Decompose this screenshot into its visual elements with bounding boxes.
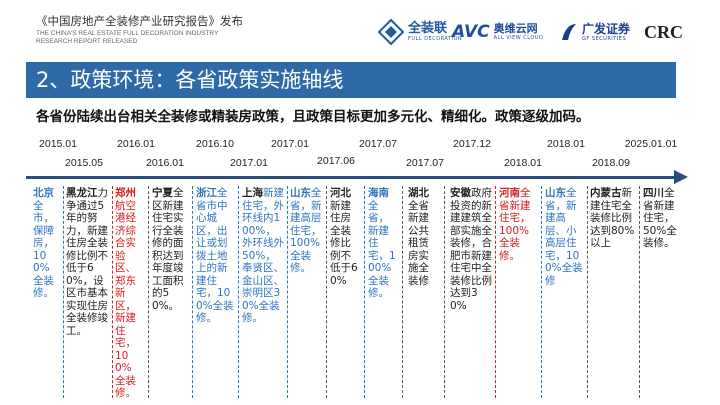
policy-text: 全省，新建高层住宅，100%全装修。: [290, 187, 322, 274]
report-title: 《中国房地产全装修产业研究报告》发布: [36, 14, 243, 28]
province-name: 湖北: [408, 187, 429, 199]
policy-text: 全省，新建住宅，100%全装修。: [368, 199, 396, 300]
column-divider: [402, 186, 404, 398]
policy-hubei: 湖北全省新建公共租赁房实施全装修: [408, 187, 438, 287]
policy-zhengzhou: 郑州航空港经济综合实验区、郑东新区，新建住宅，100%全装修。: [115, 187, 142, 400]
policy-ningxia: 宁夏全区新建住宅实行全装修的面积达到年度竣工面积的50%。: [152, 187, 188, 312]
column-divider: [148, 186, 150, 398]
policy-sichuan: 四川全省新建住宅，50%全装修。: [643, 187, 677, 250]
date-top: 2025.01.01: [624, 138, 678, 150]
logo-quanzhuanglian-small: FULL DECORATION: [408, 36, 463, 42]
logo-crc: CRC: [644, 18, 683, 46]
column-divider: [541, 186, 543, 398]
column-divider: [587, 186, 589, 398]
column-divider: [326, 186, 328, 398]
policy-text: 全市，保障房，100%全装修。: [33, 199, 54, 300]
policy-henan: 河南全省新建住宅，100%全装修。: [499, 187, 537, 262]
logo-avc-name: 奥维云网: [493, 22, 538, 35]
date-top: 2016.01: [117, 138, 155, 150]
date-top: 2018.01: [547, 138, 585, 150]
date-top: 2015.01: [39, 138, 77, 150]
quanzhuanglian-emblem-icon: [378, 19, 404, 45]
column-divider: [63, 186, 65, 398]
report-subtitle-line2: RESEARCH REPORT RELEASED: [36, 38, 138, 45]
province-name: 山东: [545, 187, 566, 199]
province-name: 郑州: [115, 187, 136, 199]
province-name: 黑龙江: [66, 187, 98, 199]
date-bottom: 2018.01: [504, 157, 542, 169]
province-name: 北京: [33, 187, 54, 199]
province-name: 河南: [499, 187, 520, 199]
column-divider: [444, 186, 446, 398]
date-bottom: 2017.06: [317, 155, 355, 167]
logo-avc-small: ALL VIEW CLOUD: [493, 35, 544, 41]
logo-gf-securities: 广发证券 GF SECURITIES: [560, 18, 630, 46]
column-divider: [238, 186, 240, 398]
policy-text: 力争通过5年的努力，新建住房全装修比例不低于60%，设区市基本实现住房全装修竣工…: [66, 187, 108, 337]
province-name: 河北: [330, 187, 351, 199]
logo-avc: AVC 奥维云网 ALL VIEW CLOUD: [452, 18, 543, 46]
policy-text: 全区新建住宅实行全装修的面积达到年度竣工面积的50%。: [152, 187, 184, 312]
logo-crc-name: CRC: [644, 21, 683, 42]
logo-gf-small: GF SECURITIES: [582, 35, 627, 42]
policy-beijing: 北京全市，保障房，100%全装修。: [33, 187, 60, 300]
section-title: 2、政策环境：各省政策实施轴线: [36, 68, 344, 92]
policy-text: 全省，新建高层、小高层住宅，100%全装修: [545, 187, 583, 287]
report-subtitle-line1: THE CHINA'S REAL ESTATE FULL DECORATION …: [36, 30, 219, 37]
logo-gf-name: 广发证券: [582, 21, 631, 36]
policy-shandong-2017: 山东全省，新建高层住宅，100%全装修。: [290, 187, 326, 275]
province-name: 浙江: [196, 187, 217, 199]
date-bottom: 2017.01: [230, 157, 268, 169]
policy-hebei: 河北新建住房全装修比例不低于60%: [330, 187, 360, 287]
policy-shandong-2018: 山东全省，新建高层、小高层住宅，100%全装修: [545, 187, 585, 287]
date-bottom: 2015.05: [65, 157, 103, 169]
province-name: 海南: [368, 187, 389, 199]
column-divider: [287, 186, 289, 398]
report-subtitle: THE CHINA'S REAL ESTATE FULL DECORATION …: [36, 30, 218, 46]
province-name: 安徽: [450, 187, 471, 199]
province-name: 上海: [242, 187, 263, 199]
logo-avc-mark: AVC: [452, 22, 490, 42]
policy-text: 全省新建住宅，50%全装修。: [643, 187, 677, 249]
province-name: 四川: [643, 187, 664, 199]
policy-text: 新建住房全装修比例不低于60%: [330, 199, 358, 287]
date-top: 2017.01: [271, 138, 309, 150]
column-divider: [192, 186, 194, 398]
logo-quanzhuanglian-name: 全装联: [408, 21, 448, 36]
policy-anhui: 安徽政府投资的新建建筑全部实施全装修，合肥市新建住宅中全装修比例达到30%: [450, 187, 494, 312]
logo-quanzhuanglian: 全装联 FULL DECORATION: [378, 18, 462, 46]
policy-neimenggu: 内蒙古新建住宅全装修比例达到80%以上: [590, 187, 636, 250]
column-divider: [112, 186, 114, 398]
policy-shanghai: 上海新建住宅，外环线内100%，外环线外50%，奉贤区、金山区、崇明区30%全装…: [242, 187, 286, 325]
column-divider: [495, 186, 497, 398]
policy-text: 全省市中心城区，出让或划拨土地上的新建住宅，100%全装修。: [196, 187, 234, 324]
policy-text: 政府投资的新建建筑全部实施全装修，合肥市新建住宅中全装修比例达到30%: [450, 187, 492, 312]
date-top: 2016.10: [196, 138, 234, 150]
policy-text: 新建住宅，外环线内100%，外环线外50%，奉贤区、金山区、崇明区30%全装修。: [242, 187, 284, 324]
date-top: 2017.07: [359, 138, 397, 150]
column-divider: [364, 186, 366, 398]
policy-heilongjiang: 黑龙江力争通过5年的努力，新建住房全装修比例不低于60%，设区市基本实现住房全装…: [66, 187, 111, 337]
policy-zhejiang: 浙江全省市中心城区，出让或划拨土地上的新建住宅，100%全装修。: [196, 187, 236, 325]
gf-emblem-icon: [562, 24, 576, 40]
date-top: 2017.12: [453, 138, 491, 150]
policy-hainan: 海南全省，新建住宅，100%全装修。: [368, 187, 398, 300]
province-name: 内蒙古: [590, 187, 622, 199]
summary-text: 各省份陆续出台相关全装修或精装房政策，且政策目标更加多元化、精细化。政策逐级加码…: [36, 109, 590, 125]
policy-text: 全省新建公共租赁房实施全装修: [408, 199, 429, 287]
date-bottom: 2018.09: [592, 157, 630, 169]
column-divider: [639, 186, 641, 398]
province-name: 宁夏: [152, 187, 173, 199]
province-name: 山东: [290, 187, 311, 199]
date-bottom: 2016.01: [146, 157, 184, 169]
date-bottom: 2017.07: [406, 157, 444, 169]
timeline-axis: [26, 176, 676, 179]
section-banner: [26, 62, 676, 98]
timeline-arrow-icon: [674, 170, 688, 184]
policy-text: 新建住宅全装修比例达到80%以上: [590, 187, 635, 249]
policy-text: 航空港经济综合实验区、郑东新区，新建住宅，100%全装修。: [115, 199, 136, 400]
policy-text: 全省新建住宅，100%全装修。: [499, 187, 531, 262]
